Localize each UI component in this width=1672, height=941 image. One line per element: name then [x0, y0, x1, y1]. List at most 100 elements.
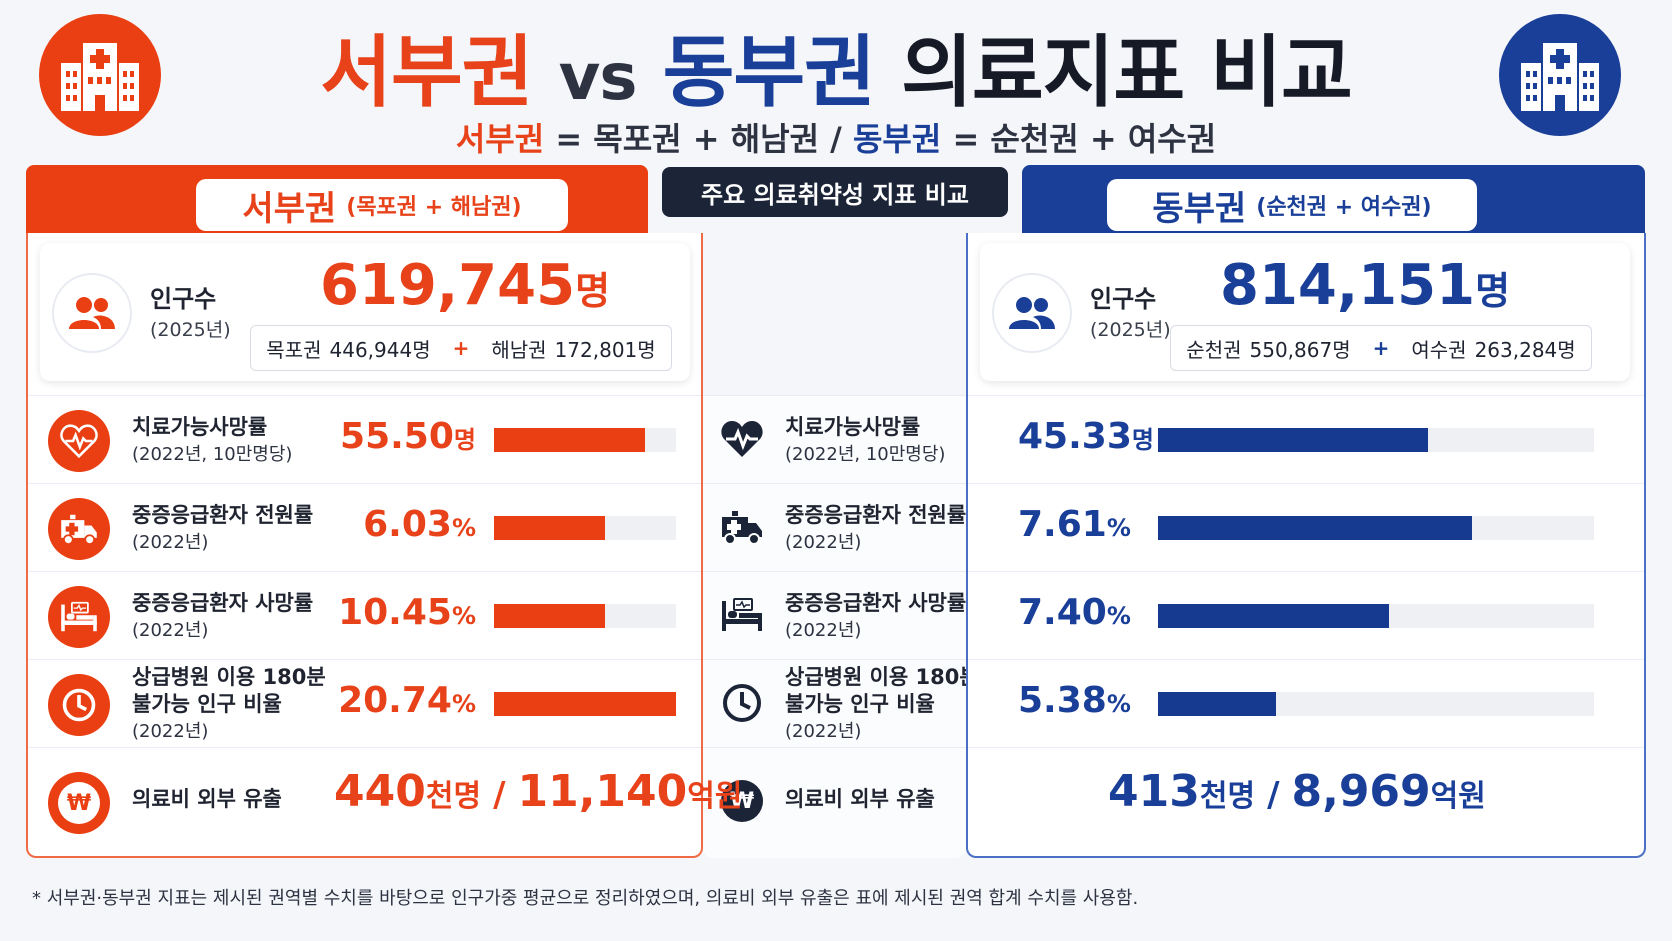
metric-label: 상급병원 이용 180분 불가능 인구 비율 (2022년): [132, 664, 326, 745]
east-banner-name: 동부권: [1152, 188, 1247, 229]
mid-row: 상급병원 이용 180분 불가능 인구 비율 (2022년): [703, 659, 979, 747]
metric-title: 상급병원 이용 180분: [132, 665, 326, 689]
subtitle-east-def: = 순천권 + 여수권: [952, 120, 1217, 158]
metric-value: 55.50명: [340, 416, 476, 457]
west-banner: 서부권 (목포권 + 해남권): [26, 165, 648, 235]
hospital-bed-icon: [48, 586, 110, 648]
metric-bar-track: [494, 692, 676, 716]
metric-bar-track: [1158, 428, 1594, 452]
metric-title: 중증응급환자 전원률: [132, 503, 314, 527]
east-panel: 인구수 (2025년) 814,151명 순천권 550,867명 + 여수권 …: [966, 233, 1646, 858]
center-tag: 주요 의료취약성 지표 비교: [662, 167, 1008, 217]
metric-bar-track: [494, 604, 676, 628]
metric-title-2: 불가능 인구 비율: [132, 692, 282, 716]
metric-bar-fill: [494, 428, 646, 452]
metric-bar-fill: [1158, 604, 1390, 628]
metric-unit: %: [451, 514, 476, 542]
east-metric-row: 7.61%: [968, 483, 1644, 571]
east-outflow-row: 413천명 / 8,969억원: [968, 747, 1644, 858]
metric-label: 의료비 외부 유출: [132, 786, 282, 813]
metric-title: 중증응급환자 사망률: [785, 591, 967, 615]
metric-unit: 명: [453, 426, 476, 454]
hospital-icon: [1499, 14, 1621, 136]
west-panel: 인구수 (2025년) 619,745 명 목포권 446,944명 + 해남권 …: [26, 233, 742, 858]
won-coin-icon: ₩: [48, 772, 110, 834]
metric-sub: (2022년, 10만명당): [132, 444, 293, 465]
west-banner-pill: 서부권 (목포권 + 해남권): [196, 179, 568, 231]
metric-number: 5.38: [1018, 680, 1107, 721]
metric-label: 치료가능사망률 (2022년, 10만명당): [132, 414, 292, 468]
break-b-name: 여수권: [1411, 337, 1467, 362]
outflow-people: 440: [334, 766, 426, 817]
metric-bar-fill: [1158, 428, 1429, 452]
metric-bar-fill: [494, 516, 606, 540]
won-symbol: ₩: [721, 780, 763, 822]
metric-value: 45.33명: [1018, 416, 1154, 457]
page-title: 서부권 vs 동부권 의료지표 비교: [0, 10, 1672, 122]
population-label: 인구수: [1090, 285, 1157, 313]
metric-label: 상급병원 이용 180분 불가능 인구 비율 (2022년): [785, 664, 979, 745]
east-population-card: 인구수 (2025년) 814,151명 순천권 550,867명 + 여수권 …: [980, 243, 1630, 381]
hospital-bed-icon: [717, 590, 767, 640]
metric-number: 10.45: [338, 592, 452, 633]
outflow-value: 440천명 / 11,140억원: [334, 766, 742, 817]
population-breakdown: 목포권 446,944명 + 해남권 172,801명: [250, 325, 672, 371]
outflow-people-unit: 천명: [1199, 779, 1256, 814]
metric-unit: 명: [1131, 426, 1154, 454]
population-number: 814,151: [1220, 253, 1476, 318]
metric-value: 10.45%: [338, 592, 476, 633]
metric-label: 치료가능사망률 (2022년, 10만명당): [785, 414, 945, 468]
mid-row: 중증응급환자 전원률 (2022년): [703, 483, 966, 571]
east-banner-sub: (순천권 + 여수권): [1256, 195, 1432, 220]
population-year: (2025년): [1090, 319, 1171, 341]
metric-label: 중증응급환자 사망률 (2022년): [785, 590, 966, 644]
outflow-sep: /: [1267, 775, 1280, 815]
break-a-value: 446,944명: [329, 337, 431, 362]
population-label: 인구수: [150, 285, 217, 313]
metric-title: 중증응급환자 사망률: [132, 591, 314, 615]
ambulance-icon: [717, 502, 767, 552]
break-a-value: 550,867명: [1249, 337, 1351, 362]
metric-bar-fill: [1158, 692, 1276, 716]
metric-bar-fill: [1158, 516, 1472, 540]
subtitle-west-def: = 목포권 + 해남권 /: [555, 120, 842, 158]
metric-number: 7.61: [1018, 504, 1107, 545]
west-banner-name: 서부권: [242, 188, 337, 229]
break-b-value: 172,801명: [554, 337, 656, 362]
break-plus: +: [452, 336, 470, 360]
population-year: (2025년): [150, 319, 231, 341]
population-value: 814,151명: [1220, 253, 1510, 318]
metric-sub: (2022년): [785, 721, 862, 742]
subtitle-west: 서부권: [455, 120, 545, 158]
east-metric-row: 45.33명: [968, 395, 1644, 483]
won-symbol: ₩: [58, 782, 100, 824]
west-banner-sub: (목포권 + 해남권): [346, 195, 522, 220]
mid-row: 치료가능사망률 (2022년, 10만명당): [703, 395, 966, 483]
page-subtitle: 서부권 = 목포권 + 해남권 / 동부권 = 순천권 + 여수권: [0, 114, 1672, 160]
population-unit: 명: [1475, 269, 1511, 313]
metric-value: 7.61%: [1018, 504, 1131, 545]
metric-value: 20.74%: [338, 680, 476, 721]
break-a-name: 순천권: [1186, 337, 1242, 362]
metric-label: 중증응급환자 전원률 (2022년): [132, 502, 313, 556]
mid-row: 중증응급환자 사망률 (2022년): [703, 571, 966, 659]
metric-bar-track: [1158, 692, 1594, 716]
metric-title: 중증응급환자 전원률: [785, 503, 967, 527]
metric-number: 20.74: [338, 680, 452, 721]
population-number: 619,745: [320, 253, 576, 318]
metric-sub: (2022년): [132, 721, 209, 742]
people-icon: [52, 273, 132, 353]
metric-value: 6.03%: [363, 504, 476, 545]
metric-unit: %: [1106, 690, 1131, 718]
metric-label: 중증응급환자 사망률 (2022년): [132, 590, 313, 644]
metric-unit: %: [451, 602, 476, 630]
metric-labels-column: 치료가능사망률 (2022년, 10만명당) 중증응급환자 전원률 (2022년…: [703, 395, 979, 858]
metric-sub: (2022년, 10만명당): [785, 444, 946, 465]
metric-value: 5.38%: [1018, 680, 1131, 721]
west-metric-row: 중증응급환자 사망률 (2022년) 10.45%: [28, 571, 701, 659]
metric-sub: (2022년): [132, 532, 209, 553]
subtitle-east: 동부권: [852, 120, 942, 158]
west-outflow-row: ₩ 의료비 외부 유출 440천명 / 11,140억원: [28, 747, 742, 858]
metric-bar-track: [494, 428, 676, 452]
break-b-value: 263,284명: [1474, 337, 1576, 362]
